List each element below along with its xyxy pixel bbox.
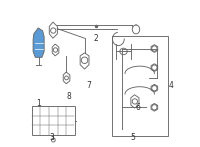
Text: 8: 8 bbox=[67, 92, 72, 101]
Bar bbox=[32, 106, 75, 135]
Text: 1: 1 bbox=[37, 99, 41, 108]
Polygon shape bbox=[33, 28, 44, 57]
Text: 4: 4 bbox=[169, 81, 174, 90]
Bar bbox=[112, 36, 168, 136]
Text: 2: 2 bbox=[94, 34, 99, 44]
Text: 5: 5 bbox=[130, 133, 135, 142]
Text: 3: 3 bbox=[50, 133, 55, 142]
Text: 6: 6 bbox=[136, 103, 141, 112]
Text: 7: 7 bbox=[87, 81, 91, 90]
